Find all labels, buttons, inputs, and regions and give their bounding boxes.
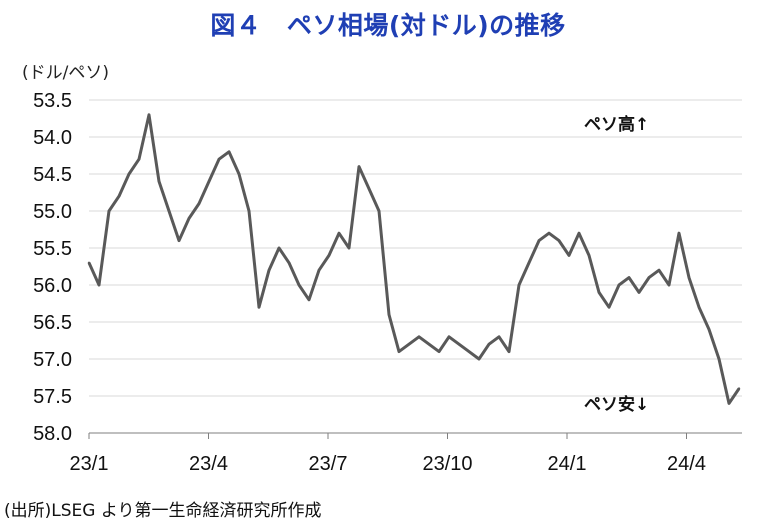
source-note: (出所)LSEG より第一生命経済研究所作成 xyxy=(4,501,322,521)
data-point xyxy=(717,357,721,361)
data-point xyxy=(367,187,371,190)
data-point xyxy=(477,357,481,361)
x-tick-label: 23/7 xyxy=(309,453,348,475)
x-axis-tick-labels: 23/1 23/4 23/7 23/10 24/1 24/4 xyxy=(70,433,706,475)
data-point xyxy=(127,172,131,176)
data-point xyxy=(427,343,431,346)
series-points xyxy=(87,113,741,405)
data-point xyxy=(597,291,601,294)
data-point xyxy=(267,269,271,272)
data-point xyxy=(277,246,281,250)
annotation-peso-strong: ペソ高↑ xyxy=(584,114,649,135)
data-point xyxy=(627,276,631,279)
data-point xyxy=(687,276,691,279)
data-point xyxy=(507,350,511,353)
data-point xyxy=(487,343,491,346)
y-tick-label: 56.0 xyxy=(33,275,72,297)
x-tick-label: 23/4 xyxy=(189,453,228,475)
data-point xyxy=(657,269,661,272)
data-point xyxy=(497,335,501,338)
data-point xyxy=(357,165,361,168)
data-point xyxy=(207,180,211,183)
data-point xyxy=(637,291,641,294)
data-point xyxy=(467,350,471,353)
data-point xyxy=(587,254,591,257)
data-point xyxy=(517,283,521,287)
data-point xyxy=(697,306,701,309)
data-point xyxy=(107,209,111,213)
data-point xyxy=(567,254,571,257)
data-point xyxy=(237,172,241,176)
y-tick-label: 55.5 xyxy=(33,238,72,260)
data-point xyxy=(737,387,741,390)
series-line-peso-rate xyxy=(87,113,741,405)
data-point xyxy=(557,239,561,242)
x-tick-label: 24/1 xyxy=(548,453,587,475)
data-point xyxy=(307,298,311,301)
x-tick-label: 23/1 xyxy=(70,453,109,475)
data-point xyxy=(417,335,421,338)
data-point xyxy=(227,150,231,153)
data-point xyxy=(337,232,341,235)
data-point xyxy=(117,195,121,198)
y-axis-unit-label: (ドル/ペソ) xyxy=(22,63,109,83)
data-point xyxy=(617,283,621,287)
data-point xyxy=(457,343,461,346)
data-point xyxy=(197,202,201,205)
data-point xyxy=(187,217,191,220)
data-point xyxy=(257,306,261,309)
chart-title: 図４ ペソ相場(対ドル)の推移 xyxy=(210,11,566,40)
y-tick-label: 53.5 xyxy=(33,90,72,112)
data-point xyxy=(647,276,651,279)
data-point xyxy=(157,180,161,183)
data-point xyxy=(447,335,451,338)
data-point xyxy=(287,261,291,264)
y-tick-label: 57.0 xyxy=(33,349,72,371)
data-point xyxy=(387,313,391,316)
y-tick-label: 58.0 xyxy=(33,423,72,445)
x-tick-label: 23/10 xyxy=(422,453,472,475)
data-point xyxy=(607,306,611,309)
x-tick-label: 24/4 xyxy=(667,453,706,475)
data-point xyxy=(297,283,301,287)
data-point xyxy=(87,261,91,264)
data-point xyxy=(397,350,401,353)
y-tick-label: 57.5 xyxy=(33,386,72,408)
data-point xyxy=(347,246,351,250)
y-tick-label: 54.5 xyxy=(33,164,72,186)
data-point xyxy=(97,283,101,287)
data-point xyxy=(177,239,181,242)
data-point xyxy=(317,269,321,272)
y-tick-label: 56.5 xyxy=(33,312,72,334)
data-point xyxy=(727,402,731,405)
data-point xyxy=(547,232,551,235)
y-tick-label: 55.0 xyxy=(33,201,72,223)
gridlines xyxy=(89,99,742,397)
data-point xyxy=(407,343,411,346)
data-point xyxy=(437,350,441,353)
data-point xyxy=(147,113,151,117)
data-point xyxy=(247,209,251,213)
data-point xyxy=(377,209,381,213)
data-point xyxy=(677,232,681,235)
y-tick-label: 54.0 xyxy=(33,127,72,149)
data-point xyxy=(167,209,171,213)
y-axis-tick-labels: 53.5 54.0 54.5 55.0 55.5 56.0 56.5 57.0 57.5 58.0 xyxy=(33,90,72,445)
annotation-peso-weak: ペソ安↓ xyxy=(584,394,649,415)
data-point xyxy=(667,283,671,287)
data-point xyxy=(577,232,581,235)
data-point xyxy=(217,158,221,161)
data-point xyxy=(527,261,531,264)
data-point xyxy=(537,239,541,242)
data-point xyxy=(707,328,711,331)
data-point xyxy=(137,158,141,161)
data-point xyxy=(327,254,331,257)
